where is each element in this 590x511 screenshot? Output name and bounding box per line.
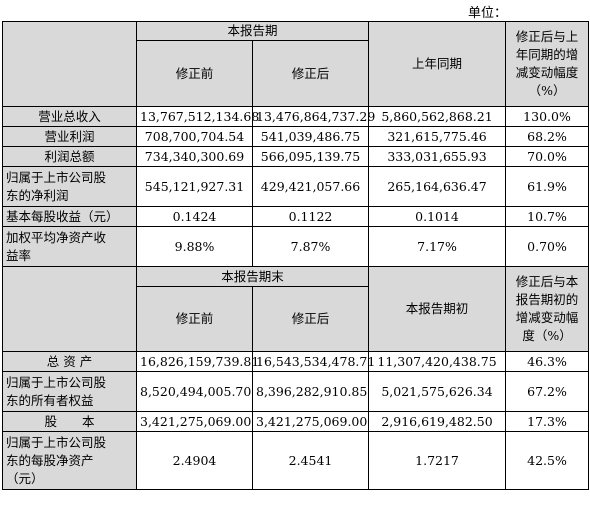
row-label-line: 归属于上市公司股 xyxy=(6,434,107,450)
value-change: 0.70% xyxy=(505,226,590,267)
value-change: 17.3% xyxy=(505,411,590,432)
value-before: 734,340,300.69 xyxy=(136,146,253,167)
value-change: 130.0% xyxy=(505,106,590,127)
value-after: 541,039,486.75 xyxy=(251,126,370,147)
row-label: 归属于上市公司股 东的每股净资产 （元） xyxy=(2,431,137,490)
row-label: 归属于上市公司股 东的所有者权益 xyxy=(2,371,137,412)
row-label-line: 归属于上市公司股 xyxy=(6,169,107,185)
row-label: 营业总收入 xyxy=(2,106,137,127)
table-row: 总 资 产 16,826,159,739.81 16,543,534,478.7… xyxy=(2,351,590,372)
value-after: 0.1122 xyxy=(251,206,370,227)
row-label: 股 本 xyxy=(2,411,137,432)
value-prior: 321,615,775.46 xyxy=(368,126,507,147)
value-after: 13,476,864,737.29 xyxy=(251,106,375,127)
financial-table: 本报告期 上年同期 修正后与上 年同期的增 减变动幅度 （%） 修正前 修正后 … xyxy=(2,21,590,490)
value-change: 10.7% xyxy=(505,206,590,227)
section1-period-header: 本报告期 xyxy=(135,21,370,41)
unit-label: 单位： xyxy=(468,6,508,21)
row-label-line: （元） xyxy=(6,470,44,486)
value-prior: 7.17% xyxy=(368,226,507,267)
row-label-line: 归属于上市公司股 xyxy=(6,374,107,390)
section2-change-header: 修正后与本 报告期初的 增减变动幅 度（%） xyxy=(505,266,590,352)
value-change: 61.9% xyxy=(505,166,590,207)
value-change: 70.0% xyxy=(505,146,590,167)
row-label: 营业利润 xyxy=(2,126,137,147)
value-before: 9.88% xyxy=(136,226,253,267)
section1-change-header-line: 修正后与上 xyxy=(515,29,579,44)
row-label-line: 益率 xyxy=(6,247,32,263)
section1-subheader-row: 修正前 修正后 xyxy=(3,40,589,107)
value-before: 2.4904 xyxy=(136,431,253,490)
value-after: 429,421,057.66 xyxy=(251,166,370,207)
section2-header-row: 本报告期末 本报告期初 修正后与本 报告期初的 增减变动幅 度（%） xyxy=(2,266,590,352)
row-label: 利润总额 xyxy=(2,146,137,167)
row-label-line: 东的每股净资产 xyxy=(6,452,94,468)
row-label-line: 加权平均净资产收 xyxy=(6,229,107,245)
value-before: 545,121,927.31 xyxy=(136,166,253,207)
value-prior: 265,164,636.47 xyxy=(368,166,507,207)
table-row: 基本每股收益（元） 0.1424 0.1122 0.1014 10.7% xyxy=(2,206,590,227)
table-row: 营业利润 708,700,704.54 541,039,486.75 321,6… xyxy=(2,126,590,147)
section2-corner xyxy=(2,266,137,352)
section1-change-header-line: （%） xyxy=(528,83,566,98)
section2-change-header-line: 增减变动幅 xyxy=(515,310,579,325)
value-prior: 0.1014 xyxy=(368,206,507,227)
value-after: 566,095,139.75 xyxy=(251,146,370,167)
value-change: 46.3% xyxy=(505,351,590,372)
value-change: 68.2% xyxy=(505,126,590,147)
section2-before-header: 修正前 xyxy=(136,286,253,352)
table-row: 归属于上市公司股 东的每股净资产 （元） 2.4904 2.4541 1.721… xyxy=(2,431,590,490)
section2-subheader-row: 修正前 修正后 xyxy=(3,286,589,352)
section2-after-header: 修正后 xyxy=(251,286,370,352)
value-prior: 333,031,655.93 xyxy=(368,146,507,167)
section2-prior-header: 本报告期初 xyxy=(368,266,507,352)
value-prior: 11,307,420,438.75 xyxy=(368,351,507,372)
value-prior: 5,860,562,868.21 xyxy=(368,106,507,127)
value-after: 16,543,534,478.71 xyxy=(251,351,375,372)
value-after: 2.4541 xyxy=(251,431,370,490)
table-row: 归属于上市公司股 东的所有者权益 8,520,494,005.70 8,396,… xyxy=(2,371,590,412)
section2-period-header: 本报告期末 xyxy=(135,266,370,287)
section1-prior-header: 上年同期 xyxy=(368,21,507,107)
value-after: 3,421,275,069.00 xyxy=(251,411,370,432)
section1-change-header-line: 减变动幅度 xyxy=(515,65,579,80)
row-label: 归属于上市公司股 东的净利润 xyxy=(2,166,137,207)
table-row: 营业总收入 13,767,512,134.68 13,476,864,737.2… xyxy=(2,106,590,127)
section1-corner xyxy=(2,21,137,107)
section1-before-header: 修正前 xyxy=(136,40,253,107)
section2-change-header-line: 报告期初的 xyxy=(515,292,579,307)
row-label-line: 东的净利润 xyxy=(6,187,69,203)
value-before: 13,767,512,134.68 xyxy=(136,106,259,127)
section1-header-row: 本报告期 上年同期 修正后与上 年同期的增 减变动幅度 （%） xyxy=(2,21,590,107)
value-after: 8,396,282,910.85 xyxy=(251,371,370,412)
value-prior: 1.7217 xyxy=(368,431,507,490)
table-row: 归属于上市公司股 东的净利润 545,121,927.31 429,421,05… xyxy=(2,166,590,207)
section1-after-header: 修正后 xyxy=(251,40,370,107)
row-label: 基本每股收益（元） xyxy=(2,206,137,227)
value-before: 0.1424 xyxy=(136,206,253,227)
value-after: 7.87% xyxy=(251,226,370,267)
value-before: 16,826,159,739.81 xyxy=(136,351,259,372)
value-prior: 2,916,619,482.50 xyxy=(368,411,507,432)
value-before: 8,520,494,005.70 xyxy=(136,371,253,412)
row-label-line: 东的所有者权益 xyxy=(6,392,94,408)
section1-change-header-line: 年同期的增 xyxy=(515,47,579,62)
section2-change-header-line: 修正后与本 xyxy=(515,274,579,289)
value-change: 42.5% xyxy=(505,431,590,490)
table-row: 利润总额 734,340,300.69 566,095,139.75 333,0… xyxy=(2,146,590,167)
table-row: 股 本 3,421,275,069.00 3,421,275,069.00 2,… xyxy=(2,411,590,432)
value-change: 67.2% xyxy=(505,371,590,412)
value-before: 708,700,704.54 xyxy=(136,126,253,147)
row-label: 总 资 产 xyxy=(2,351,137,372)
section2-change-header-line: 度（%） xyxy=(522,328,572,343)
row-label: 加权平均净资产收 益率 xyxy=(2,226,137,267)
value-prior: 5,021,575,626.34 xyxy=(368,371,507,412)
value-before: 3,421,275,069.00 xyxy=(136,411,253,432)
table-row: 加权平均净资产收 益率 9.88% 7.87% 7.17% 0.70% xyxy=(2,226,590,267)
section1-change-header: 修正后与上 年同期的增 减变动幅度 （%） xyxy=(505,21,590,107)
